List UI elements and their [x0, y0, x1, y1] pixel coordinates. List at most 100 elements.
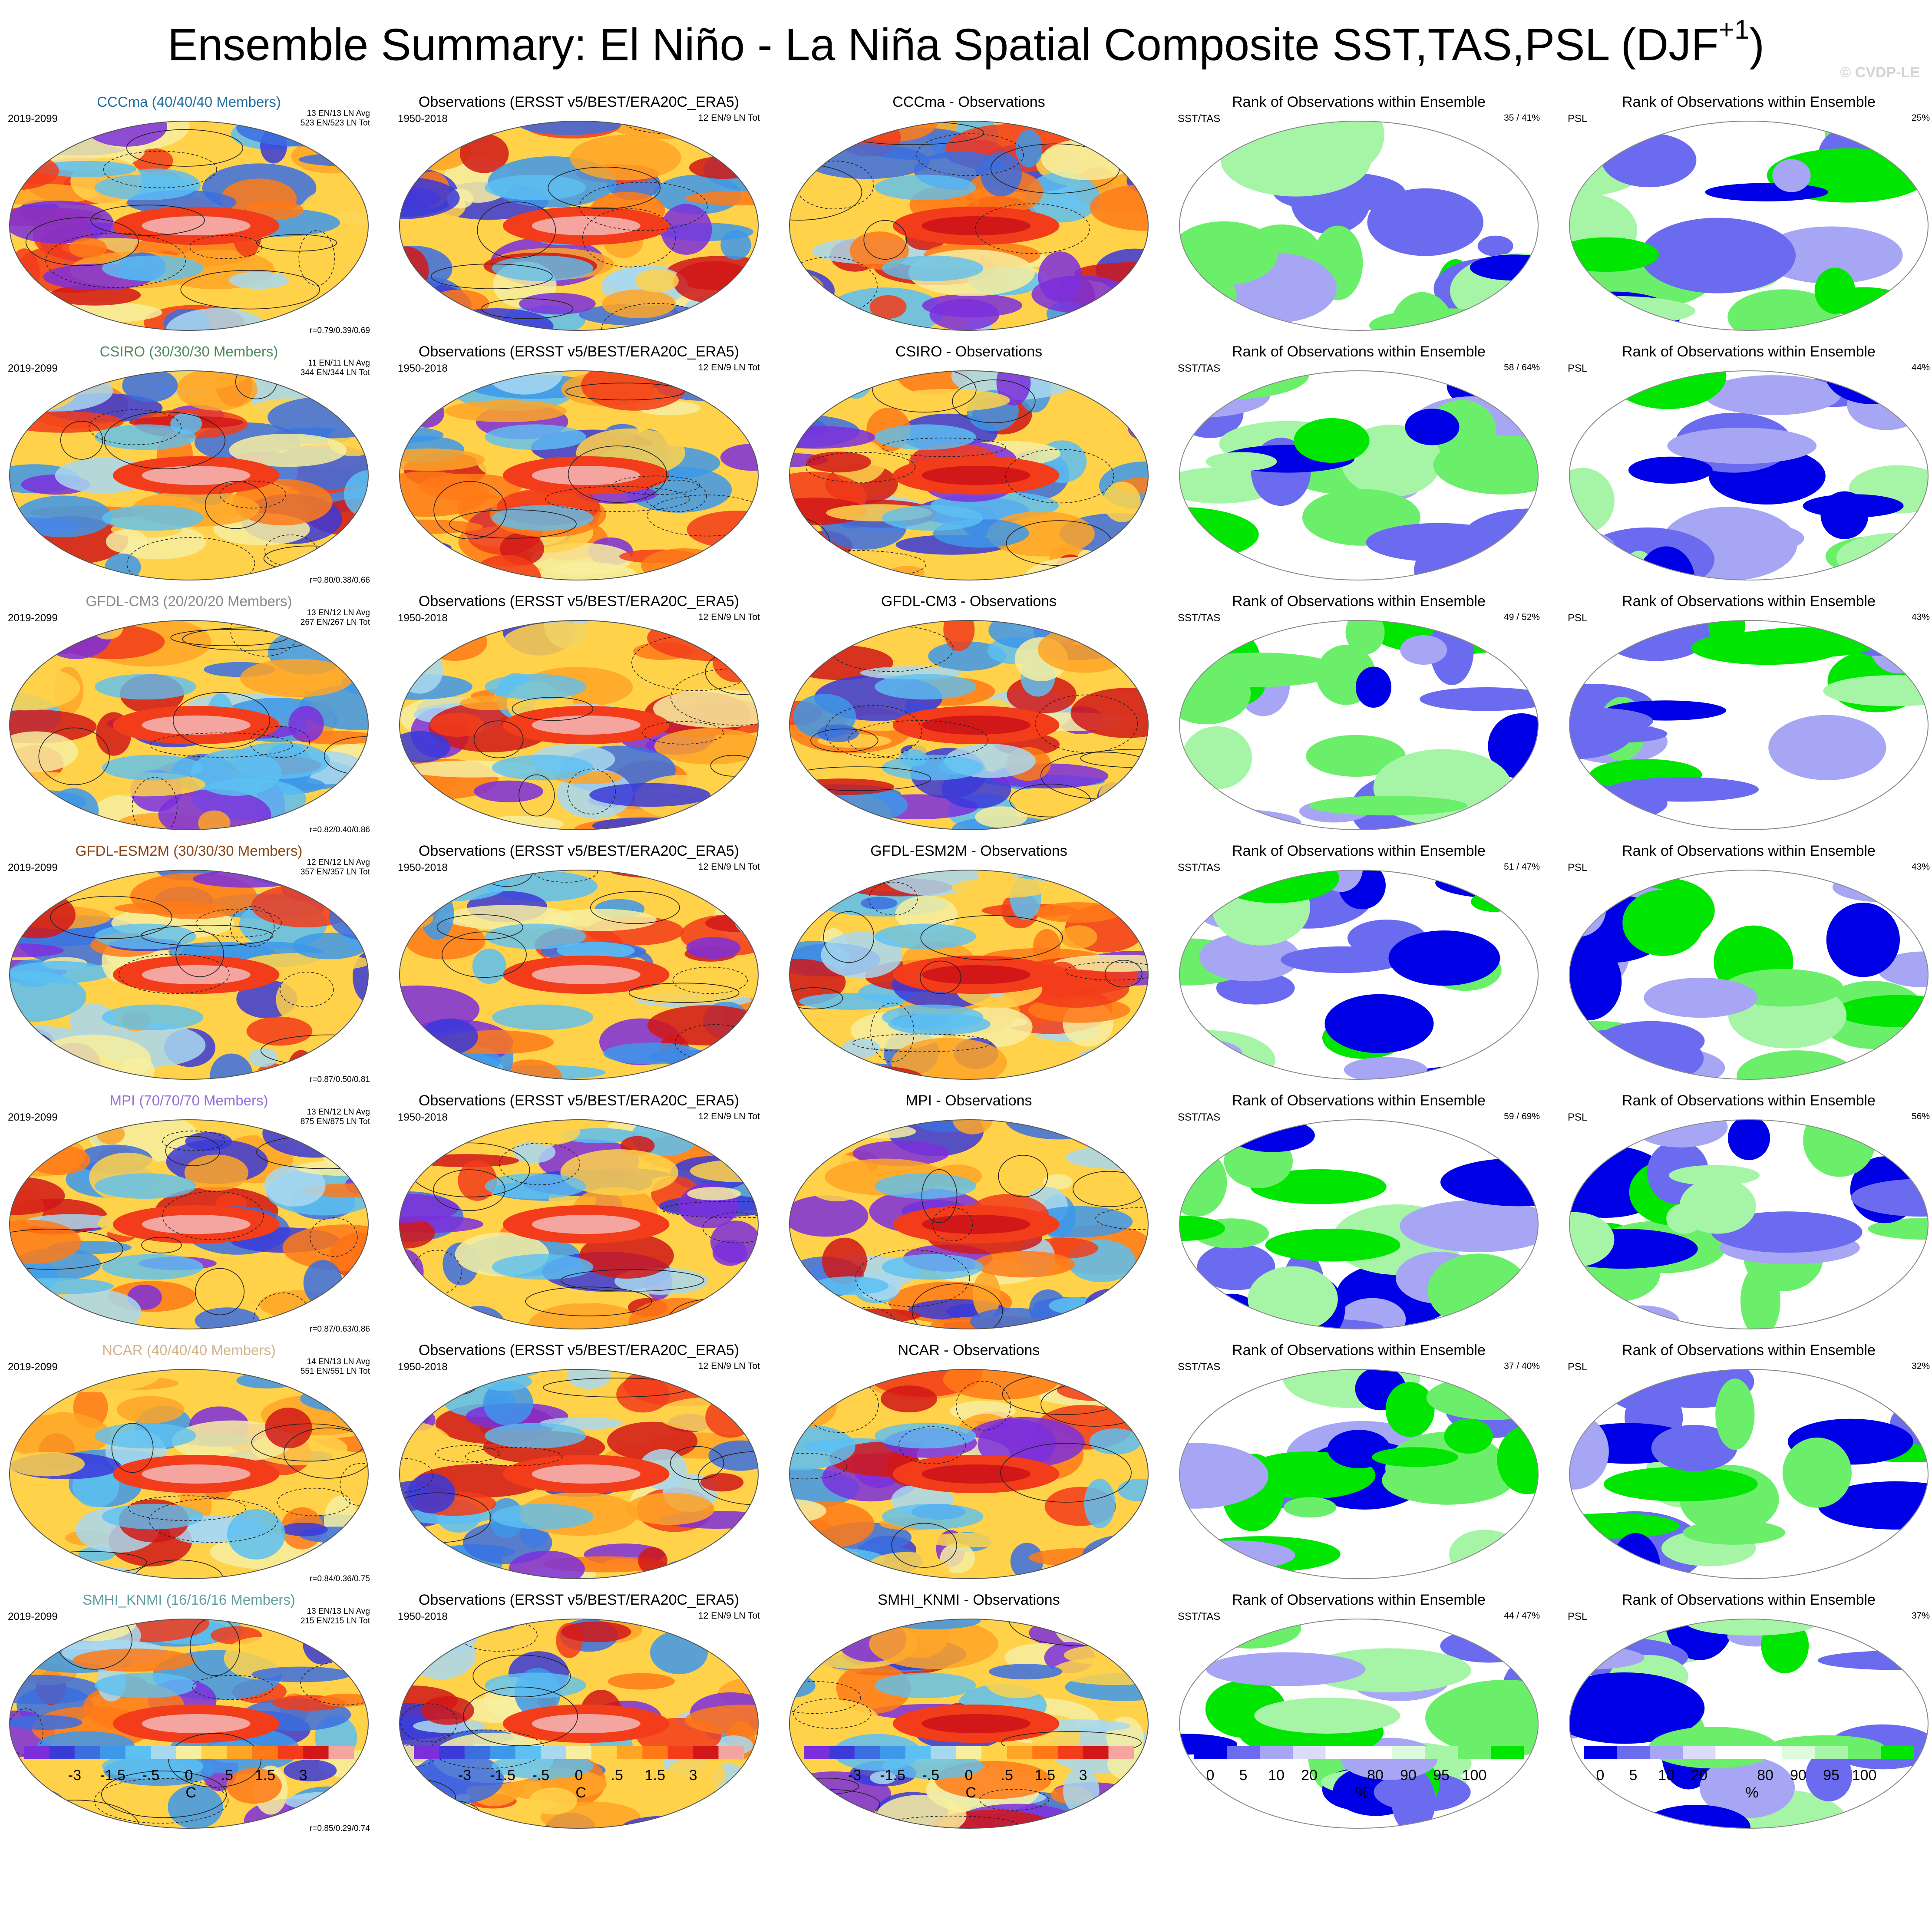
colorbar-swatch	[1748, 1746, 1782, 1759]
colorbar-swatches	[24, 1746, 354, 1759]
panel-title: Rank of Observations within Ensemble	[1232, 1592, 1486, 1608]
colorbar-swatch	[566, 1746, 592, 1759]
panel-obs: Observations (ERSST v5/BEST/ERA20C_ERA5)…	[390, 1092, 768, 1335]
colorbar-swatch	[100, 1746, 125, 1759]
panel-title: Rank of Observations within Ensemble	[1232, 593, 1486, 610]
colorbar-tick-label: -.5	[922, 1767, 940, 1784]
colorbar-tick-label: 0	[964, 1767, 973, 1784]
composite-map	[9, 121, 369, 331]
rank-map	[1569, 121, 1929, 331]
period-label: 1950-2018	[398, 1111, 448, 1123]
rank-percent: 59 / 69%	[1504, 1111, 1540, 1121]
colorbar-swatch	[1358, 1746, 1392, 1759]
title-close: )	[1749, 20, 1765, 70]
colorbar-swatch	[1194, 1746, 1227, 1759]
colorbar-tick-label: 20	[1691, 1767, 1707, 1784]
colorbar-swatches	[1194, 1746, 1524, 1759]
panel-diff: GFDL-ESM2M - Observations	[780, 842, 1158, 1085]
ensemble-stats: 13 EN/12 LN Avg 875 EN/875 LN Tot	[301, 1108, 370, 1127]
panel-title: Rank of Observations within Ensemble	[1232, 1342, 1486, 1359]
rank-map	[1179, 870, 1539, 1080]
colorbar-swatch	[829, 1746, 855, 1759]
composite-map	[399, 1369, 759, 1579]
pattern-correlation: r=0.80/0.38/0.66	[310, 576, 370, 585]
panel-model: CCCma (40/40/40 Members) 2019-2099 13 EN/1…	[0, 93, 378, 336]
ensemble-stats: 12 EN/12 LN Avg 357 EN/357 LN Tot	[301, 858, 370, 877]
composite-map	[789, 1369, 1149, 1579]
pattern-correlation: r=0.87/0.63/0.86	[310, 1325, 370, 1334]
colorbar-tick-label: 3	[1079, 1767, 1087, 1784]
colorbar-swatch	[1491, 1746, 1524, 1759]
composite-map	[789, 1119, 1149, 1329]
composite-map	[9, 870, 369, 1080]
panel-rank1: Rank of Observations within Ensemble SST/…	[1170, 842, 1548, 1085]
colorbar-swatch	[1617, 1746, 1650, 1759]
colorbar-swatch	[328, 1746, 354, 1759]
composite-map	[399, 121, 759, 331]
colorbar-swatch	[201, 1746, 227, 1759]
colorbar-swatch	[931, 1746, 956, 1759]
colorbar-tick-label: 100	[1852, 1767, 1877, 1784]
obs-stats: 12 EN/9 LN Tot	[698, 113, 760, 123]
obs-stats: 12 EN/9 LN Tot	[698, 862, 760, 872]
colorbar-tick-label: 1.5	[254, 1767, 276, 1784]
panel-model: GFDL-ESM2M (30/30/30 Members) 2019-2099 12…	[0, 842, 378, 1085]
rank-map	[1569, 620, 1929, 830]
composite-map	[399, 370, 759, 580]
colorbar-swatches	[1584, 1746, 1914, 1759]
panel-diff: NCAR - Observations	[780, 1342, 1158, 1585]
colorbar-tick-label: 80	[1367, 1767, 1384, 1784]
variable-label: PSL	[1568, 1111, 1588, 1123]
panel-model: GFDL-CM3 (20/20/20 Members) 2019-2099 13 E…	[0, 593, 378, 836]
obs-stats: 12 EN/9 LN Tot	[698, 1361, 760, 1371]
colorbar-swatch	[591, 1746, 617, 1759]
colorbar-tick-label: 5	[1629, 1767, 1638, 1784]
colorbar-swatch	[151, 1746, 176, 1759]
colorbar-swatch	[693, 1746, 719, 1759]
period-label: 2019-2099	[8, 862, 58, 874]
stats-tot: 551 EN/551 LN Tot	[300, 1367, 370, 1376]
panel-title: CCCma (40/40/40 Members)	[97, 94, 281, 110]
panel-rank1: Rank of Observations within Ensemble SST/…	[1170, 1591, 1548, 1834]
colorbar-tick-label: 95	[1433, 1767, 1450, 1784]
obs-stats: 12 EN/9 LN Tot	[698, 612, 760, 622]
stats-tot: 875 EN/875 LN Tot	[300, 1117, 370, 1126]
colorbar-swatch	[905, 1746, 931, 1759]
panel-title: Observations (ERSST v5/BEST/ERA20C_ERA5)	[418, 843, 740, 859]
colorbar-swatch	[1325, 1746, 1359, 1759]
variable-label: PSL	[1568, 612, 1588, 624]
period-label: 1950-2018	[398, 1611, 448, 1622]
composite-map	[9, 1119, 369, 1329]
rank-percent: 43%	[1911, 862, 1930, 872]
colorbar-swatch	[1881, 1746, 1914, 1759]
colorbar-swatch	[1815, 1746, 1848, 1759]
colorbar-tick-label: 95	[1823, 1767, 1840, 1784]
page-title: Ensemble Summary: El Niño - La Niña Spat…	[0, 8, 1932, 73]
stats-tot: 357 EN/357 LN Tot	[300, 867, 370, 877]
rank-map	[1569, 870, 1929, 1080]
rank-percent: 51 / 47%	[1504, 862, 1540, 872]
colorbar-tick-label: -1.5	[880, 1767, 905, 1784]
variable-label: SST/TAS	[1178, 113, 1221, 125]
variable-label: SST/TAS	[1178, 1611, 1221, 1622]
colorbar-swatch	[1425, 1746, 1458, 1759]
period-label: 1950-2018	[398, 862, 448, 874]
colorbar-swatch	[880, 1746, 905, 1759]
colorbar-unit: C	[575, 1784, 586, 1801]
rank-map	[1179, 370, 1539, 580]
composite-map	[9, 1369, 369, 1579]
panel-title: Rank of Observations within Ensemble	[1232, 343, 1486, 360]
panel-rank1: Rank of Observations within Ensemble SST/…	[1170, 93, 1548, 336]
panel-title: Observations (ERSST v5/BEST/ERA20C_ERA5)	[418, 1592, 740, 1608]
panel-model: MPI (70/70/70 Members) 2019-2099 13 EN/12 …	[0, 1092, 378, 1335]
stats-avg: 13 EN/13 LN Avg	[307, 109, 370, 118]
panel-rank2: Rank of Observations within Ensemble PSL 4…	[1560, 343, 1932, 586]
panel-title: Rank of Observations within Ensemble	[1622, 1592, 1876, 1608]
colorbar-swatch	[642, 1746, 668, 1759]
period-label: 1950-2018	[398, 363, 448, 374]
composite-map	[789, 620, 1149, 830]
panel-diff: CSIRO - Observations	[780, 343, 1158, 586]
colorbar-swatch	[515, 1746, 541, 1759]
colorbar-swatch	[541, 1746, 566, 1759]
colorbar-tick-label: 90	[1400, 1767, 1417, 1784]
